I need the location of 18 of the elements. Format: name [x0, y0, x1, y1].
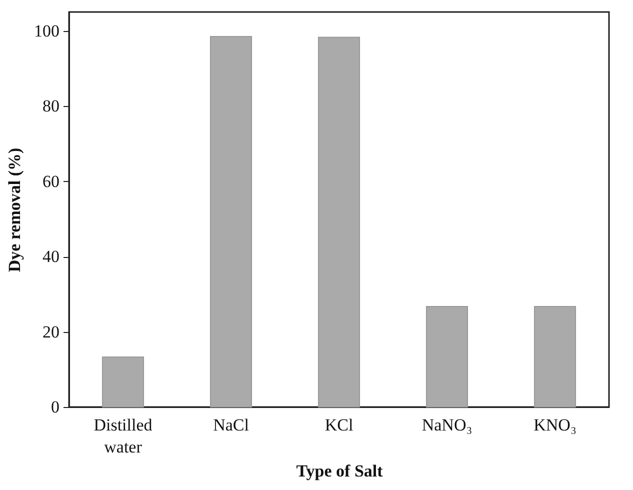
- y-tick-label: 40: [42, 247, 60, 266]
- x-tick-label: KNO₃: [534, 416, 576, 434]
- y-tick-label: 100: [34, 21, 60, 40]
- x-tick-label: KCl: [324, 416, 354, 434]
- y-tick-label: 20: [42, 322, 60, 342]
- bar: [102, 356, 144, 408]
- bar: [210, 36, 252, 408]
- x-tick-label: NaCl: [213, 416, 250, 434]
- y-tick-label: 80: [42, 96, 60, 116]
- bar: [318, 36, 360, 408]
- x-tick-label: Distilled water: [94, 416, 153, 456]
- x-axis-title: Type of Salt: [296, 462, 384, 480]
- y-axis-title: Dye removal (%): [5, 148, 24, 272]
- bar: [534, 306, 576, 408]
- y-tick-label: 60: [42, 172, 60, 191]
- y-tick-label: 0: [51, 398, 60, 416]
- x-tick-label: NaNO₃: [422, 416, 472, 434]
- bar: [426, 306, 468, 408]
